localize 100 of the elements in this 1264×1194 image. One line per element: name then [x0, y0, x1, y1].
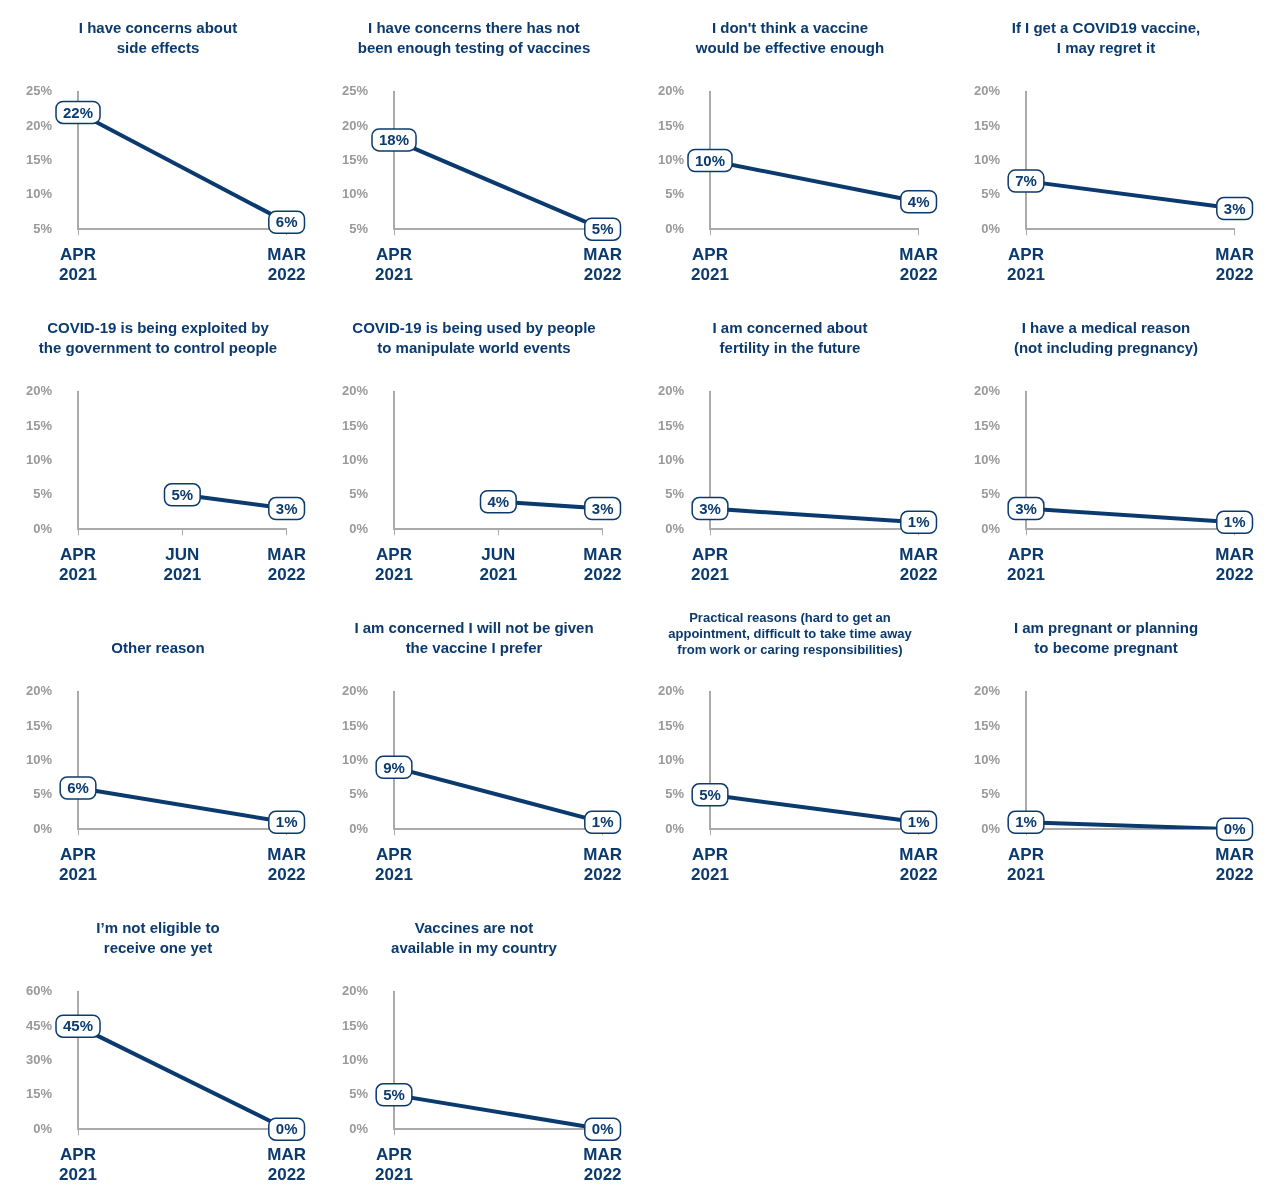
chart-title: Practical reasons (hard to get an appointment, difficult to take time away from work or caring responsibilities) [667, 609, 913, 658]
x-tick-label: MAR 2022 [899, 845, 938, 885]
x-tick-label: MAR 2022 [1215, 245, 1254, 285]
y-tick-label: 0% [981, 220, 1001, 236]
data-label: 10% [695, 151, 726, 169]
y-tick-label: 0% [665, 520, 685, 536]
y-tick-label: 15% [657, 117, 685, 133]
y-tick-label: 5% [981, 786, 1001, 802]
y-tick-label: 20% [25, 383, 53, 399]
chart-title: I am concerned I will not be given the vaccine I prefer [353, 618, 595, 658]
y-tick-label: 10% [973, 152, 1001, 168]
y-tick-label: 10% [657, 752, 685, 768]
x-tick-label: APR 2021 [1007, 545, 1045, 585]
y-tick-label: 10% [657, 152, 685, 168]
y-tick-label: 5% [33, 786, 53, 802]
y-tick-label: 5% [981, 186, 1001, 202]
y-tick-label: 15% [973, 417, 1001, 433]
chart-title: Vaccines are not available in my country [390, 918, 558, 958]
y-tick-label: 20% [657, 383, 685, 399]
y-tick-label: 0% [33, 520, 53, 536]
chart-title: I am pregnant or planning to become pregnant [1012, 618, 1200, 658]
y-tick-label: 5% [33, 220, 53, 236]
y-tick-label: 20% [973, 383, 1001, 399]
y-tick-label: 20% [25, 117, 53, 133]
chart-title: I have a medical reason (not including pregnancy) [1012, 318, 1200, 358]
chart-title: I have concerns about side effects [77, 18, 239, 58]
y-tick-label: 0% [665, 220, 685, 236]
y-tick-label: 20% [973, 83, 1001, 99]
x-tick-label: MAR 2022 [583, 845, 622, 885]
y-tick-label: 5% [33, 486, 53, 502]
y-tick-label: 5% [349, 1086, 369, 1102]
y-tick-label: 25% [25, 83, 53, 99]
chart-title: COVID-19 is being exploited by the government to control people [37, 318, 279, 358]
x-tick-label: JUN 2021 [163, 545, 202, 585]
y-tick-label: 15% [657, 717, 685, 733]
y-tick-label: 5% [349, 486, 369, 502]
chart-title: COVID-19 is being used by people to manipulate world events [351, 318, 597, 358]
x-tick-label: MAR 2022 [1215, 845, 1254, 885]
x-tick-label: MAR 2022 [267, 545, 306, 585]
y-tick-label: 15% [25, 717, 53, 733]
y-tick-label: 0% [349, 820, 369, 836]
y-tick-label: 10% [25, 186, 53, 202]
chart-title: I don't think a vaccine would be effective enough [694, 18, 886, 58]
y-tick-label: 15% [973, 717, 1001, 733]
x-tick-label: APR 2021 [1007, 845, 1045, 885]
y-tick-label: 0% [349, 520, 369, 536]
x-tick-label: APR 2021 [59, 1145, 97, 1185]
y-tick-label: 5% [665, 786, 685, 802]
y-tick-label: 10% [341, 1052, 369, 1068]
x-tick-label: JUN 2021 [479, 545, 518, 585]
y-tick-label: 15% [973, 117, 1001, 133]
y-tick-label: 5% [665, 186, 685, 202]
y-tick-label: 0% [981, 520, 1001, 536]
x-tick-label: MAR 2022 [1215, 545, 1254, 585]
x-tick-label: MAR 2022 [583, 245, 622, 285]
x-tick-label: APR 2021 [1007, 245, 1045, 285]
y-tick-label: 20% [973, 683, 1001, 699]
x-tick-label: MAR 2022 [899, 245, 938, 285]
y-tick-label: 10% [341, 186, 369, 202]
x-tick-label: APR 2021 [375, 845, 413, 885]
x-tick-label: APR 2021 [59, 545, 97, 585]
y-tick-label: 20% [25, 683, 53, 699]
y-tick-label: 25% [341, 83, 369, 99]
chart-title: If I get a COVID19 vaccine, I may regret it [1010, 18, 1202, 58]
y-tick-label: 20% [341, 683, 369, 699]
y-tick-label: 15% [25, 417, 53, 433]
y-tick-label: 15% [341, 152, 369, 168]
data-label: 22% [63, 103, 94, 121]
x-tick-label: APR 2021 [59, 245, 97, 285]
y-tick-label: 15% [657, 417, 685, 433]
y-tick-label: 20% [657, 683, 685, 699]
y-tick-label: 15% [341, 1017, 369, 1033]
y-tick-label: 5% [349, 786, 369, 802]
data-label: 18% [379, 131, 410, 149]
x-tick-label: MAR 2022 [267, 245, 306, 285]
x-tick-label: MAR 2022 [583, 1145, 622, 1185]
y-tick-label: 15% [341, 717, 369, 733]
chart-title: I am concerned about fertility in the future [711, 318, 869, 358]
y-tick-label: 5% [981, 486, 1001, 502]
x-tick-label: MAR 2022 [267, 845, 306, 885]
y-tick-label: 20% [341, 383, 369, 399]
y-tick-label: 10% [657, 452, 685, 468]
chart-title: I’m not eligible to receive one yet [95, 918, 221, 958]
data-label: 45% [63, 1017, 94, 1035]
chart-title: Other reason [110, 638, 206, 658]
y-tick-label: 10% [341, 452, 369, 468]
y-tick-label: 15% [341, 417, 369, 433]
y-tick-label: 20% [657, 83, 685, 99]
y-tick-label: 0% [33, 820, 53, 836]
y-tick-label: 10% [25, 452, 53, 468]
x-tick-label: APR 2021 [691, 245, 729, 285]
y-tick-label: 10% [973, 752, 1001, 768]
y-tick-label: 15% [25, 152, 53, 168]
y-tick-label: 45% [25, 1017, 53, 1033]
chart-title: I have concerns there has not been enough testing of vaccines [356, 18, 592, 58]
x-tick-label: APR 2021 [691, 545, 729, 585]
y-tick-label: 10% [973, 452, 1001, 468]
x-tick-label: APR 2021 [375, 245, 413, 285]
y-tick-label: 10% [341, 752, 369, 768]
y-tick-label: 5% [349, 220, 369, 236]
